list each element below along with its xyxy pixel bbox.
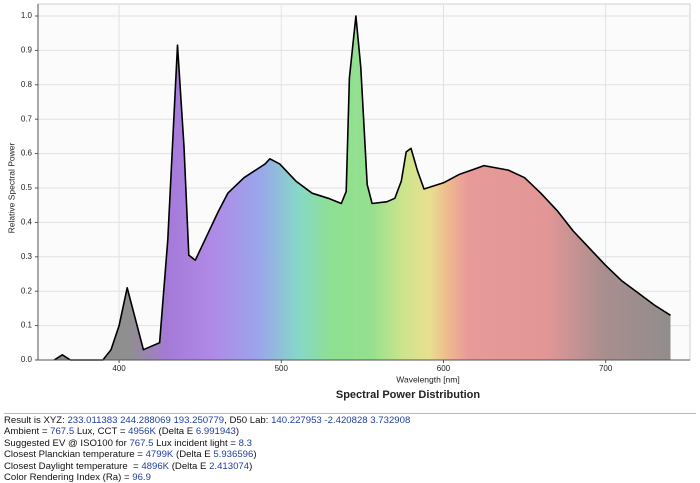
report-text: 233.011383 244.288069 193.250779 bbox=[67, 415, 225, 426]
report-text: (Delta E bbox=[155, 426, 196, 438]
report-text: Color Rendering Index (Ra) = bbox=[4, 472, 133, 483]
report-text: , D50 Lab: bbox=[224, 415, 272, 426]
report-text: 2.413074 bbox=[209, 460, 250, 472]
y-tick-label: 1.0 bbox=[21, 11, 33, 20]
y-tick-label: 0.8 bbox=[21, 80, 33, 89]
report-text: ) bbox=[253, 449, 257, 461]
report-text: 6.991943 bbox=[195, 426, 236, 438]
y-tick-label: 0.3 bbox=[21, 252, 33, 261]
report-line: Closest Planckian temperature = 4799K (D… bbox=[4, 449, 696, 460]
report-text: ) bbox=[235, 426, 240, 438]
y-tick-label: 0.6 bbox=[21, 149, 33, 158]
report-line: Color Rendering Index (Ra) = 96.9 bbox=[4, 472, 696, 483]
report-text: (Delta E bbox=[173, 449, 214, 461]
x-tick-label: 500 bbox=[275, 364, 289, 373]
y-tick-label: 0.2 bbox=[21, 286, 33, 295]
y-axis-label: Relative Spectral Power bbox=[6, 142, 16, 233]
report-text: Closest Daylight temperature = bbox=[4, 460, 142, 472]
report-line: Ambient = 767.5 Lux, CCT = 4956K (Delta … bbox=[4, 426, 696, 437]
y-tick-label: 0.7 bbox=[21, 114, 33, 123]
x-tick-label: 700 bbox=[599, 364, 613, 373]
report-text: 4896K bbox=[141, 460, 170, 472]
report-text: 4799K bbox=[145, 449, 174, 461]
report-line: Result is XYZ: 233.011383 244.288069 193… bbox=[4, 415, 696, 426]
report-text: ) bbox=[249, 460, 253, 472]
report: Result is XYZ: 233.011383 244.288069 193… bbox=[4, 413, 696, 483]
report-text: 767.5 bbox=[50, 426, 75, 438]
report-text: (Delta E bbox=[169, 460, 210, 472]
report-text: 8.3 bbox=[238, 437, 252, 449]
y-tick-label: 0.0 bbox=[21, 355, 33, 364]
y-tick-label: 0.4 bbox=[21, 218, 33, 227]
report-text: 5.936596 bbox=[213, 449, 254, 461]
y-tick-label: 0.9 bbox=[21, 46, 33, 55]
report-text: Lux incident light = bbox=[153, 437, 239, 449]
spectrum-line bbox=[53, 15, 671, 361]
report-text: Suggested EV @ ISO100 for bbox=[4, 437, 130, 449]
y-tick-label: 0.5 bbox=[21, 183, 33, 192]
report-line: Suggested EV @ ISO100 for 767.5 Lux inci… bbox=[4, 438, 696, 449]
chart: Wavelength [nm] Spectral Power Distribut… bbox=[6, 3, 691, 401]
y-tick-label: 0.1 bbox=[21, 321, 33, 330]
report-line: Closest Daylight temperature = 4896K (De… bbox=[4, 461, 696, 472]
report-text: 140.227953 -2.420828 3.732908 bbox=[271, 415, 411, 426]
report-text: 4956K bbox=[128, 426, 156, 438]
x-tick-label: 600 bbox=[437, 364, 451, 373]
x-tick-label: 400 bbox=[112, 364, 126, 373]
report-text: Ambient = bbox=[4, 426, 51, 438]
x-axis-label: Wavelength [nm] bbox=[396, 374, 459, 384]
report-text: 767.5 bbox=[129, 437, 154, 449]
chart-title: Spectral Power Distribution bbox=[336, 389, 481, 401]
spectrum-area bbox=[54, 16, 671, 360]
report-text: Lux, CCT = bbox=[74, 426, 129, 438]
report-text: Result is XYZ: bbox=[4, 415, 68, 426]
report-text: Closest Planckian temperature = bbox=[4, 449, 146, 461]
report-text: 96.9 bbox=[132, 472, 151, 483]
